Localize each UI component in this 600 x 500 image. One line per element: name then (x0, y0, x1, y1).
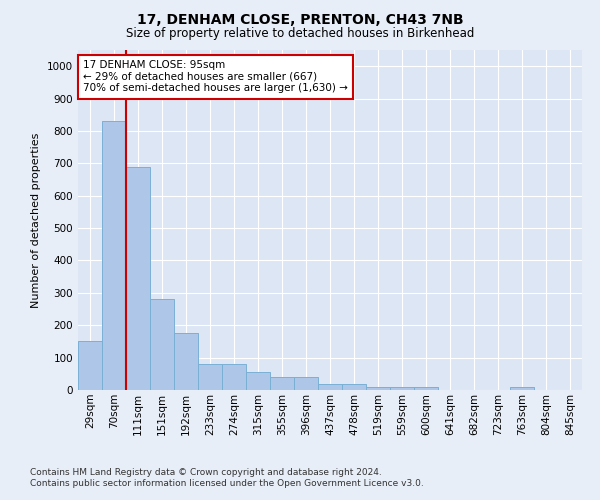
Bar (318, 384, 342, 390)
Text: Size of property relative to detached houses in Birkenhead: Size of property relative to detached ho… (126, 28, 474, 40)
Bar (174, 334, 198, 390)
Bar (270, 377, 294, 390)
Text: 17, DENHAM CLOSE, PRENTON, CH43 7NB: 17, DENHAM CLOSE, PRENTON, CH43 7NB (137, 12, 463, 26)
Bar (342, 384, 366, 390)
Bar (246, 372, 270, 390)
Bar (150, 300, 174, 390)
Text: 17 DENHAM CLOSE: 95sqm
← 29% of detached houses are smaller (667)
70% of semi-de: 17 DENHAM CLOSE: 95sqm ← 29% of detached… (83, 60, 348, 94)
Bar (510, 387, 534, 390)
Bar (294, 377, 318, 390)
Bar (102, 121, 126, 390)
Y-axis label: Number of detached properties: Number of detached properties (31, 132, 41, 308)
Bar (126, 166, 150, 390)
Bar (222, 364, 246, 390)
Bar (414, 388, 438, 390)
Bar (390, 387, 414, 390)
Bar (366, 387, 390, 390)
Text: Contains HM Land Registry data © Crown copyright and database right 2024.
Contai: Contains HM Land Registry data © Crown c… (30, 468, 424, 487)
Bar (198, 364, 222, 390)
Bar (78, 342, 102, 390)
